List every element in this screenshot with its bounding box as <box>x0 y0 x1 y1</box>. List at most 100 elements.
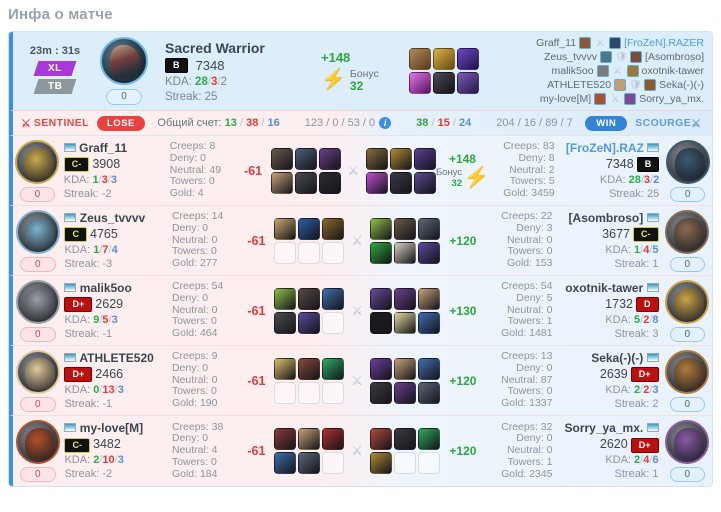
avatar[interactable] <box>665 420 710 464</box>
avatar[interactable] <box>15 209 60 254</box>
item-slot-empty[interactable] <box>274 381 297 404</box>
player-name[interactable]: Sorry_ya_mx. <box>554 421 659 436</box>
player-avatar-block[interactable]: 0 <box>663 209 712 272</box>
avatar[interactable] <box>665 209 710 254</box>
roster-right-name[interactable]: oxotnik-tawer <box>641 65 704 77</box>
item-slot[interactable] <box>294 171 317 194</box>
item-slot[interactable] <box>369 241 392 264</box>
roster-right-name[interactable]: Seka(-)(-) <box>659 79 704 91</box>
player-avatar-block[interactable]: 0 <box>13 209 62 272</box>
item-slot[interactable] <box>365 171 388 194</box>
avatar[interactable] <box>665 139 710 184</box>
left-item-grid[interactable] <box>274 357 345 404</box>
item-slot[interactable] <box>274 311 297 334</box>
player-avatar-block[interactable]: 0 <box>13 420 62 482</box>
item-slot[interactable] <box>369 217 392 240</box>
left-item-grid[interactable] <box>274 287 345 334</box>
roster-left-name[interactable]: Zeus_tvvvv <box>543 51 598 63</box>
roster-right-name[interactable]: Sorry_ya_mx. <box>639 93 704 105</box>
roster-left-name[interactable]: ATHLETE520 <box>547 79 612 91</box>
item-slot[interactable] <box>318 147 341 170</box>
top-player-avatar-block[interactable]: 0 <box>93 37 155 105</box>
item-slot-empty[interactable] <box>274 241 297 264</box>
item-slot[interactable] <box>322 217 345 240</box>
item-slot[interactable] <box>417 241 440 264</box>
item-slot[interactable] <box>417 217 440 240</box>
right-item-grid[interactable] <box>365 147 436 194</box>
item-slot[interactable] <box>369 311 392 334</box>
item-slot[interactable] <box>298 217 321 240</box>
item-slot[interactable] <box>457 72 479 94</box>
roster-left-name[interactable]: malik5oo <box>551 65 594 77</box>
player-avatar-block[interactable]: 0 <box>663 139 712 202</box>
avatar[interactable] <box>15 279 60 324</box>
item-slot-empty[interactable] <box>417 452 440 474</box>
item-slot[interactable] <box>294 147 317 170</box>
item-slot[interactable] <box>457 48 479 70</box>
item-slot[interactable] <box>413 171 436 194</box>
top-player-name[interactable]: Sacred Warrior <box>165 39 265 56</box>
item-slot[interactable] <box>298 357 321 380</box>
player-name[interactable]: [Asombroso] <box>554 211 659 226</box>
item-slot-empty[interactable] <box>322 452 345 474</box>
roster-left-name[interactable]: Graff_11 <box>536 37 577 49</box>
item-slot[interactable] <box>393 287 416 310</box>
player-name[interactable]: Graff_11 <box>63 141 170 156</box>
item-slot[interactable] <box>417 381 440 404</box>
roster-right-name[interactable]: [FroZeN].RAZER <box>624 37 704 49</box>
player-avatar-block[interactable]: 0 <box>663 279 712 342</box>
item-slot[interactable] <box>389 147 412 170</box>
item-slot[interactable] <box>369 428 392 450</box>
item-slot[interactable] <box>417 428 440 450</box>
item-slot[interactable] <box>298 311 321 334</box>
item-slot[interactable] <box>322 428 345 450</box>
item-slot[interactable] <box>369 287 392 310</box>
item-slot-empty[interactable] <box>322 311 345 334</box>
item-slot[interactable] <box>417 357 440 380</box>
item-slot[interactable] <box>274 357 297 380</box>
header-item-grid[interactable] <box>409 48 479 94</box>
item-slot[interactable] <box>369 381 392 404</box>
item-slot[interactable] <box>322 357 345 380</box>
item-slot[interactable] <box>274 217 297 240</box>
item-slot[interactable] <box>417 287 440 310</box>
item-slot[interactable] <box>318 171 341 194</box>
item-slot[interactable] <box>298 428 321 450</box>
item-slot[interactable] <box>270 147 293 170</box>
roster-row[interactable]: Graff_11 ⚔ [FroZeN].RAZER <box>536 36 704 50</box>
avatar[interactable] <box>665 349 710 394</box>
roster-right-name[interactable]: [Asombroso] <box>645 51 704 63</box>
right-item-grid[interactable] <box>369 217 440 264</box>
item-slot[interactable] <box>270 171 293 194</box>
left-item-grid[interactable] <box>270 147 341 194</box>
player-name[interactable]: Seka(-)(-) <box>554 351 659 366</box>
player-name[interactable]: Zeus_tvvvv <box>64 211 171 226</box>
player-name[interactable]: malik5oo <box>64 281 171 296</box>
item-slot[interactable] <box>409 72 431 94</box>
player-name[interactable]: my-love[M] <box>64 421 171 436</box>
item-slot[interactable] <box>409 48 431 70</box>
item-slot[interactable] <box>274 287 297 310</box>
right-item-grid[interactable] <box>369 357 440 404</box>
player-avatar-block[interactable]: 0 <box>13 279 62 342</box>
item-slot-empty[interactable] <box>322 381 345 404</box>
player-name[interactable]: ATHLETE520 <box>64 351 171 366</box>
item-slot-empty[interactable] <box>322 241 345 264</box>
item-slot[interactable] <box>393 311 416 334</box>
item-slot[interactable] <box>393 381 416 404</box>
avatar[interactable] <box>15 139 60 184</box>
left-item-grid[interactable] <box>274 428 345 474</box>
item-slot[interactable] <box>393 241 416 264</box>
player-avatar-block[interactable]: 0 <box>663 420 712 482</box>
item-slot[interactable] <box>274 428 297 450</box>
item-slot[interactable] <box>298 452 321 474</box>
right-item-grid[interactable] <box>369 428 440 474</box>
avatar[interactable] <box>15 420 60 464</box>
right-item-grid[interactable] <box>369 287 440 334</box>
item-slot-empty[interactable] <box>393 452 416 474</box>
item-slot[interactable] <box>389 171 412 194</box>
roster-left-name[interactable]: my-love[M] <box>539 93 592 105</box>
item-slot[interactable] <box>433 48 455 70</box>
item-slot[interactable] <box>393 357 416 380</box>
item-slot[interactable] <box>365 147 388 170</box>
